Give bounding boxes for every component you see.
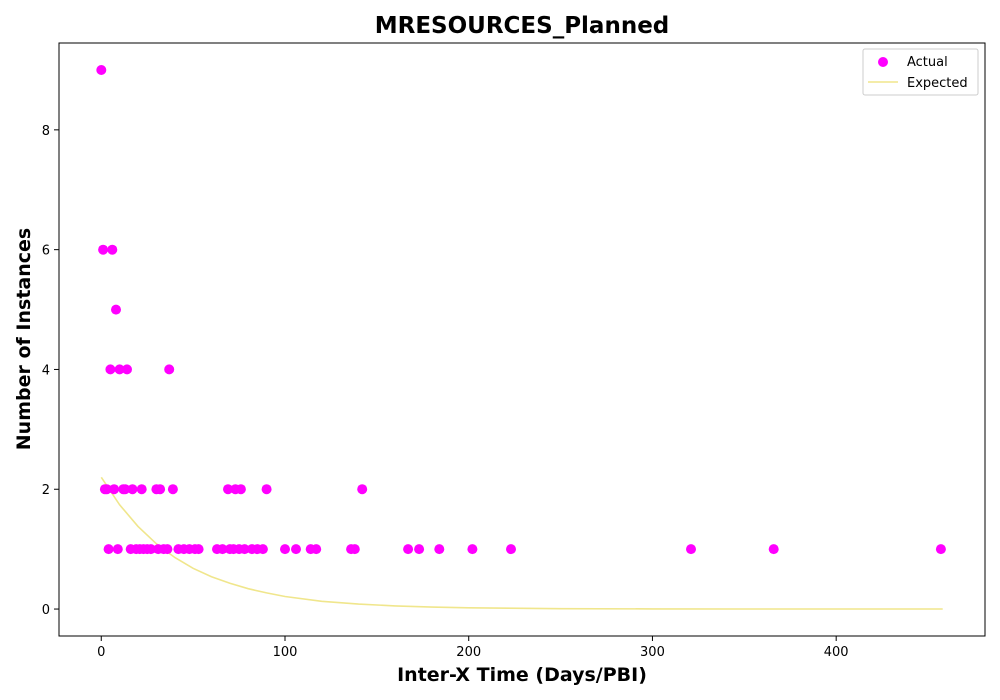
legend-label-expected: Expected xyxy=(907,76,968,91)
x-tick-label: 200 xyxy=(456,645,481,660)
actual-point xyxy=(162,544,173,555)
actual-point xyxy=(105,364,116,375)
actual-point xyxy=(357,484,368,495)
expected-line xyxy=(100,476,943,610)
actual-point xyxy=(98,244,109,255)
actual-point xyxy=(217,544,228,555)
legend: Actual Expected xyxy=(862,48,979,96)
actual-point xyxy=(155,484,166,495)
x-axis-title: Inter-X Time (Days/PBI) xyxy=(397,664,647,686)
actual-point xyxy=(107,244,118,255)
actual-point xyxy=(145,544,156,555)
legend-label-actual: Actual xyxy=(907,55,948,70)
actual-point xyxy=(467,544,478,555)
x-tick-label: 100 xyxy=(273,645,298,660)
actual-point xyxy=(103,544,114,555)
actual-point xyxy=(235,484,246,495)
actual-point xyxy=(291,544,301,555)
y-tick-label: 6 xyxy=(42,244,50,259)
legend-box xyxy=(862,48,979,96)
x-axis: 0 100 200 300 400 xyxy=(97,636,849,660)
actual-point xyxy=(120,484,131,495)
actual-point xyxy=(112,544,123,555)
actual-point xyxy=(935,544,946,555)
actual-point xyxy=(193,544,204,555)
actual-point xyxy=(349,544,360,555)
actual-point xyxy=(164,364,175,375)
actual-point xyxy=(167,484,178,495)
x-tick-label: 0 xyxy=(97,645,105,660)
actual-point xyxy=(768,544,779,555)
y-tick-label: 4 xyxy=(42,363,50,378)
y-tick-label: 0 xyxy=(42,603,50,618)
actual-point xyxy=(280,544,290,555)
actual-point xyxy=(114,364,125,375)
actual-point xyxy=(101,484,112,495)
actual-point xyxy=(686,544,696,555)
chart-title: MRESOURCES_Planned xyxy=(375,13,670,39)
actual-point xyxy=(223,484,233,495)
y-axis: 0 2 4 6 8 xyxy=(42,124,59,618)
y-tick-label: 8 xyxy=(42,124,50,139)
y-axis-title: Number of Instances xyxy=(13,228,35,450)
y-tick-label: 2 xyxy=(42,483,50,498)
actual-point xyxy=(122,364,132,375)
actual-point xyxy=(403,544,414,555)
actual-point xyxy=(311,544,322,555)
x-tick-label: 300 xyxy=(640,645,665,660)
actual-point xyxy=(136,484,147,495)
actual-point xyxy=(261,484,272,495)
plot-frame xyxy=(58,42,986,637)
legend-marker-actual xyxy=(878,57,888,67)
actual-point xyxy=(127,484,138,495)
actual-point xyxy=(96,65,107,75)
actual-point xyxy=(434,544,445,555)
actual-point xyxy=(111,304,121,315)
actual-point xyxy=(414,544,425,555)
actual-point xyxy=(257,544,268,555)
x-tick-label: 400 xyxy=(824,645,849,660)
actual-point xyxy=(239,544,250,555)
actual-point xyxy=(109,484,120,495)
plot-area xyxy=(96,65,946,610)
actual-point xyxy=(506,544,516,555)
